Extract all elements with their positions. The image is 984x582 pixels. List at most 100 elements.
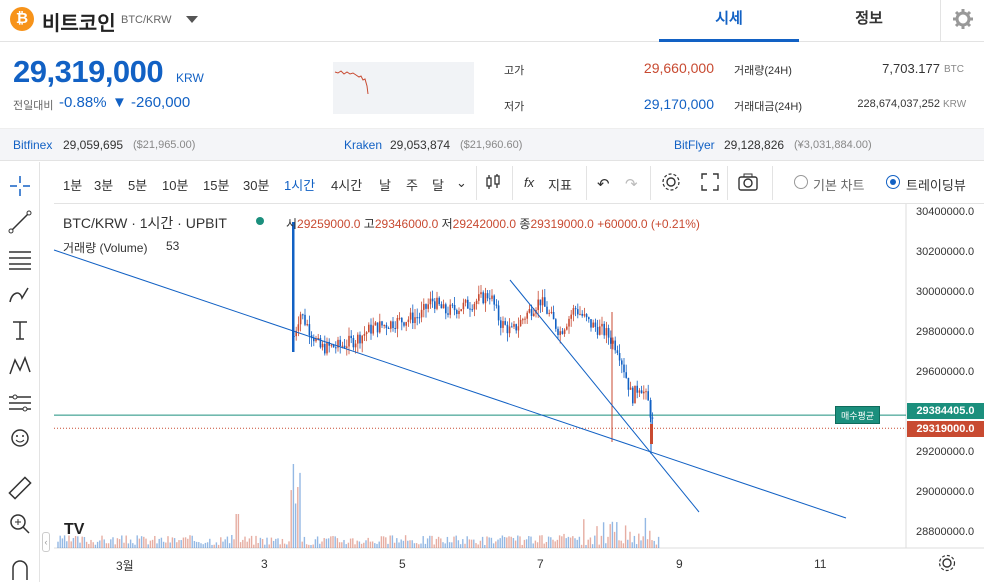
candle-body: [599, 326, 601, 335]
candle-body: [330, 344, 333, 346]
volume-bar: [545, 541, 548, 548]
volume-bar: [103, 539, 105, 548]
volume-bar: [457, 540, 460, 548]
candle-body: [381, 321, 383, 326]
interval-button[interactable]: 1시간: [284, 178, 316, 193]
tradingview-radio[interactable]: [886, 175, 900, 189]
tradingview-label[interactable]: 트레이딩뷰: [906, 178, 966, 193]
volume-bar: [79, 542, 81, 548]
volume-bar: [94, 544, 97, 548]
tab-quote[interactable]: 시세: [659, 0, 799, 42]
emoji-icon[interactable]: [6, 424, 34, 452]
coin-select-chevron-down-icon[interactable]: [186, 16, 198, 23]
fx-indicator-icon[interactable]: fx: [524, 175, 535, 190]
candle-body: [524, 318, 526, 320]
change-label: 전일대비: [13, 100, 54, 112]
interval-button[interactable]: 3분: [94, 178, 114, 193]
candle-body: [365, 332, 368, 334]
text-tool-icon[interactable]: [6, 316, 34, 344]
volume-bar: [642, 536, 644, 548]
interval-button[interactable]: 날: [379, 178, 391, 193]
candle-body: [447, 313, 449, 315]
basic-chart-radio[interactable]: [794, 175, 808, 189]
chart-settings-gear-icon[interactable]: [661, 172, 681, 192]
interval-button[interactable]: 5분: [128, 178, 148, 193]
candle-body: [603, 323, 605, 336]
candle-body: [328, 341, 330, 346]
candle-body: [451, 304, 454, 306]
price-tick: 29800000.0: [916, 326, 975, 338]
redo-icon[interactable]: ↷: [625, 176, 638, 193]
brush-icon[interactable]: [6, 280, 34, 308]
volume-bar: [602, 522, 605, 548]
candle-body: [645, 391, 647, 393]
interval-button[interactable]: 10분: [162, 178, 189, 193]
exchange-name-bitfinex[interactable]: Bitfinex: [13, 138, 53, 152]
trend-line: [509, 279, 700, 513]
date-tick: 5: [399, 557, 406, 571]
candle-body: [475, 300, 478, 304]
volume-bar: [633, 535, 636, 548]
interval-button[interactable]: 1분: [63, 178, 83, 193]
candle-body: [519, 319, 522, 327]
volume-bar: [173, 538, 176, 548]
candle-body: [577, 309, 579, 315]
price-tick: 29200000.0: [916, 446, 975, 458]
volume-bar: [627, 539, 629, 548]
candle-body: [321, 343, 324, 348]
basic-chart-label[interactable]: 기본 차트: [813, 178, 865, 193]
crosshair-icon[interactable]: [6, 172, 34, 200]
prediction-tool-icon[interactable]: [6, 388, 34, 416]
collapse-toolbar-button[interactable]: ‹: [42, 532, 50, 552]
axis-settings-gear-icon[interactable]: [937, 553, 957, 573]
volume-bar: [165, 542, 167, 548]
exchange-name-bitflyer[interactable]: BitFlyer: [674, 138, 715, 152]
date-tick: 3: [261, 557, 268, 571]
candle-body: [348, 335, 350, 347]
candle-body: [335, 347, 337, 349]
volume-bar: [312, 544, 314, 548]
volume-bar: [420, 543, 422, 548]
undo-icon[interactable]: ↶: [597, 176, 610, 193]
volume-bar: [437, 536, 440, 548]
volume-bar: [332, 535, 334, 548]
candle-body: [324, 343, 326, 354]
candle-body: [590, 319, 592, 328]
settings-button[interactable]: [940, 0, 984, 42]
camera-icon[interactable]: [737, 172, 759, 192]
interval-button[interactable]: 달: [432, 178, 444, 193]
volume-bar: [217, 544, 220, 548]
exchange-usd-kraken: ($21,960.60): [460, 139, 523, 151]
volume-bar: [657, 536, 660, 548]
candle-body: [306, 324, 308, 326]
volume-bar: [316, 536, 319, 548]
ruler-icon[interactable]: [6, 474, 34, 502]
tab-info[interactable]: 정보: [855, 10, 883, 27]
volume-bar: [143, 536, 145, 548]
zoom-in-icon[interactable]: [6, 510, 34, 538]
candle-body: [544, 297, 546, 307]
candle-body: [299, 314, 302, 325]
interval-button[interactable]: 30분: [243, 178, 270, 193]
candle-body: [420, 309, 423, 318]
fullscreen-icon[interactable]: [700, 172, 720, 192]
candle-type-icon[interactable]: [484, 173, 502, 191]
interval-button[interactable]: 4시간: [331, 178, 363, 193]
interval-button[interactable]: 주: [406, 178, 418, 193]
volume-bar: [352, 538, 354, 548]
pattern-tool-icon[interactable]: [6, 352, 34, 380]
interval-more-chevron-icon[interactable]: ⌄: [456, 175, 467, 190]
volume-bar: [301, 541, 303, 548]
volume-bar: [424, 543, 427, 548]
indicator-button[interactable]: 지표: [548, 178, 572, 193]
trend-line-icon[interactable]: [6, 208, 34, 236]
exchange-name-kraken[interactable]: Kraken: [344, 138, 383, 152]
volume-bar: [484, 544, 486, 548]
candle-body: [555, 319, 557, 329]
candle-body: [317, 337, 319, 339]
interval-button[interactable]: 15분: [203, 178, 230, 193]
magnet-icon[interactable]: [6, 554, 34, 582]
candle-body: [559, 331, 561, 336]
horizontal-lines-icon[interactable]: [6, 244, 34, 272]
